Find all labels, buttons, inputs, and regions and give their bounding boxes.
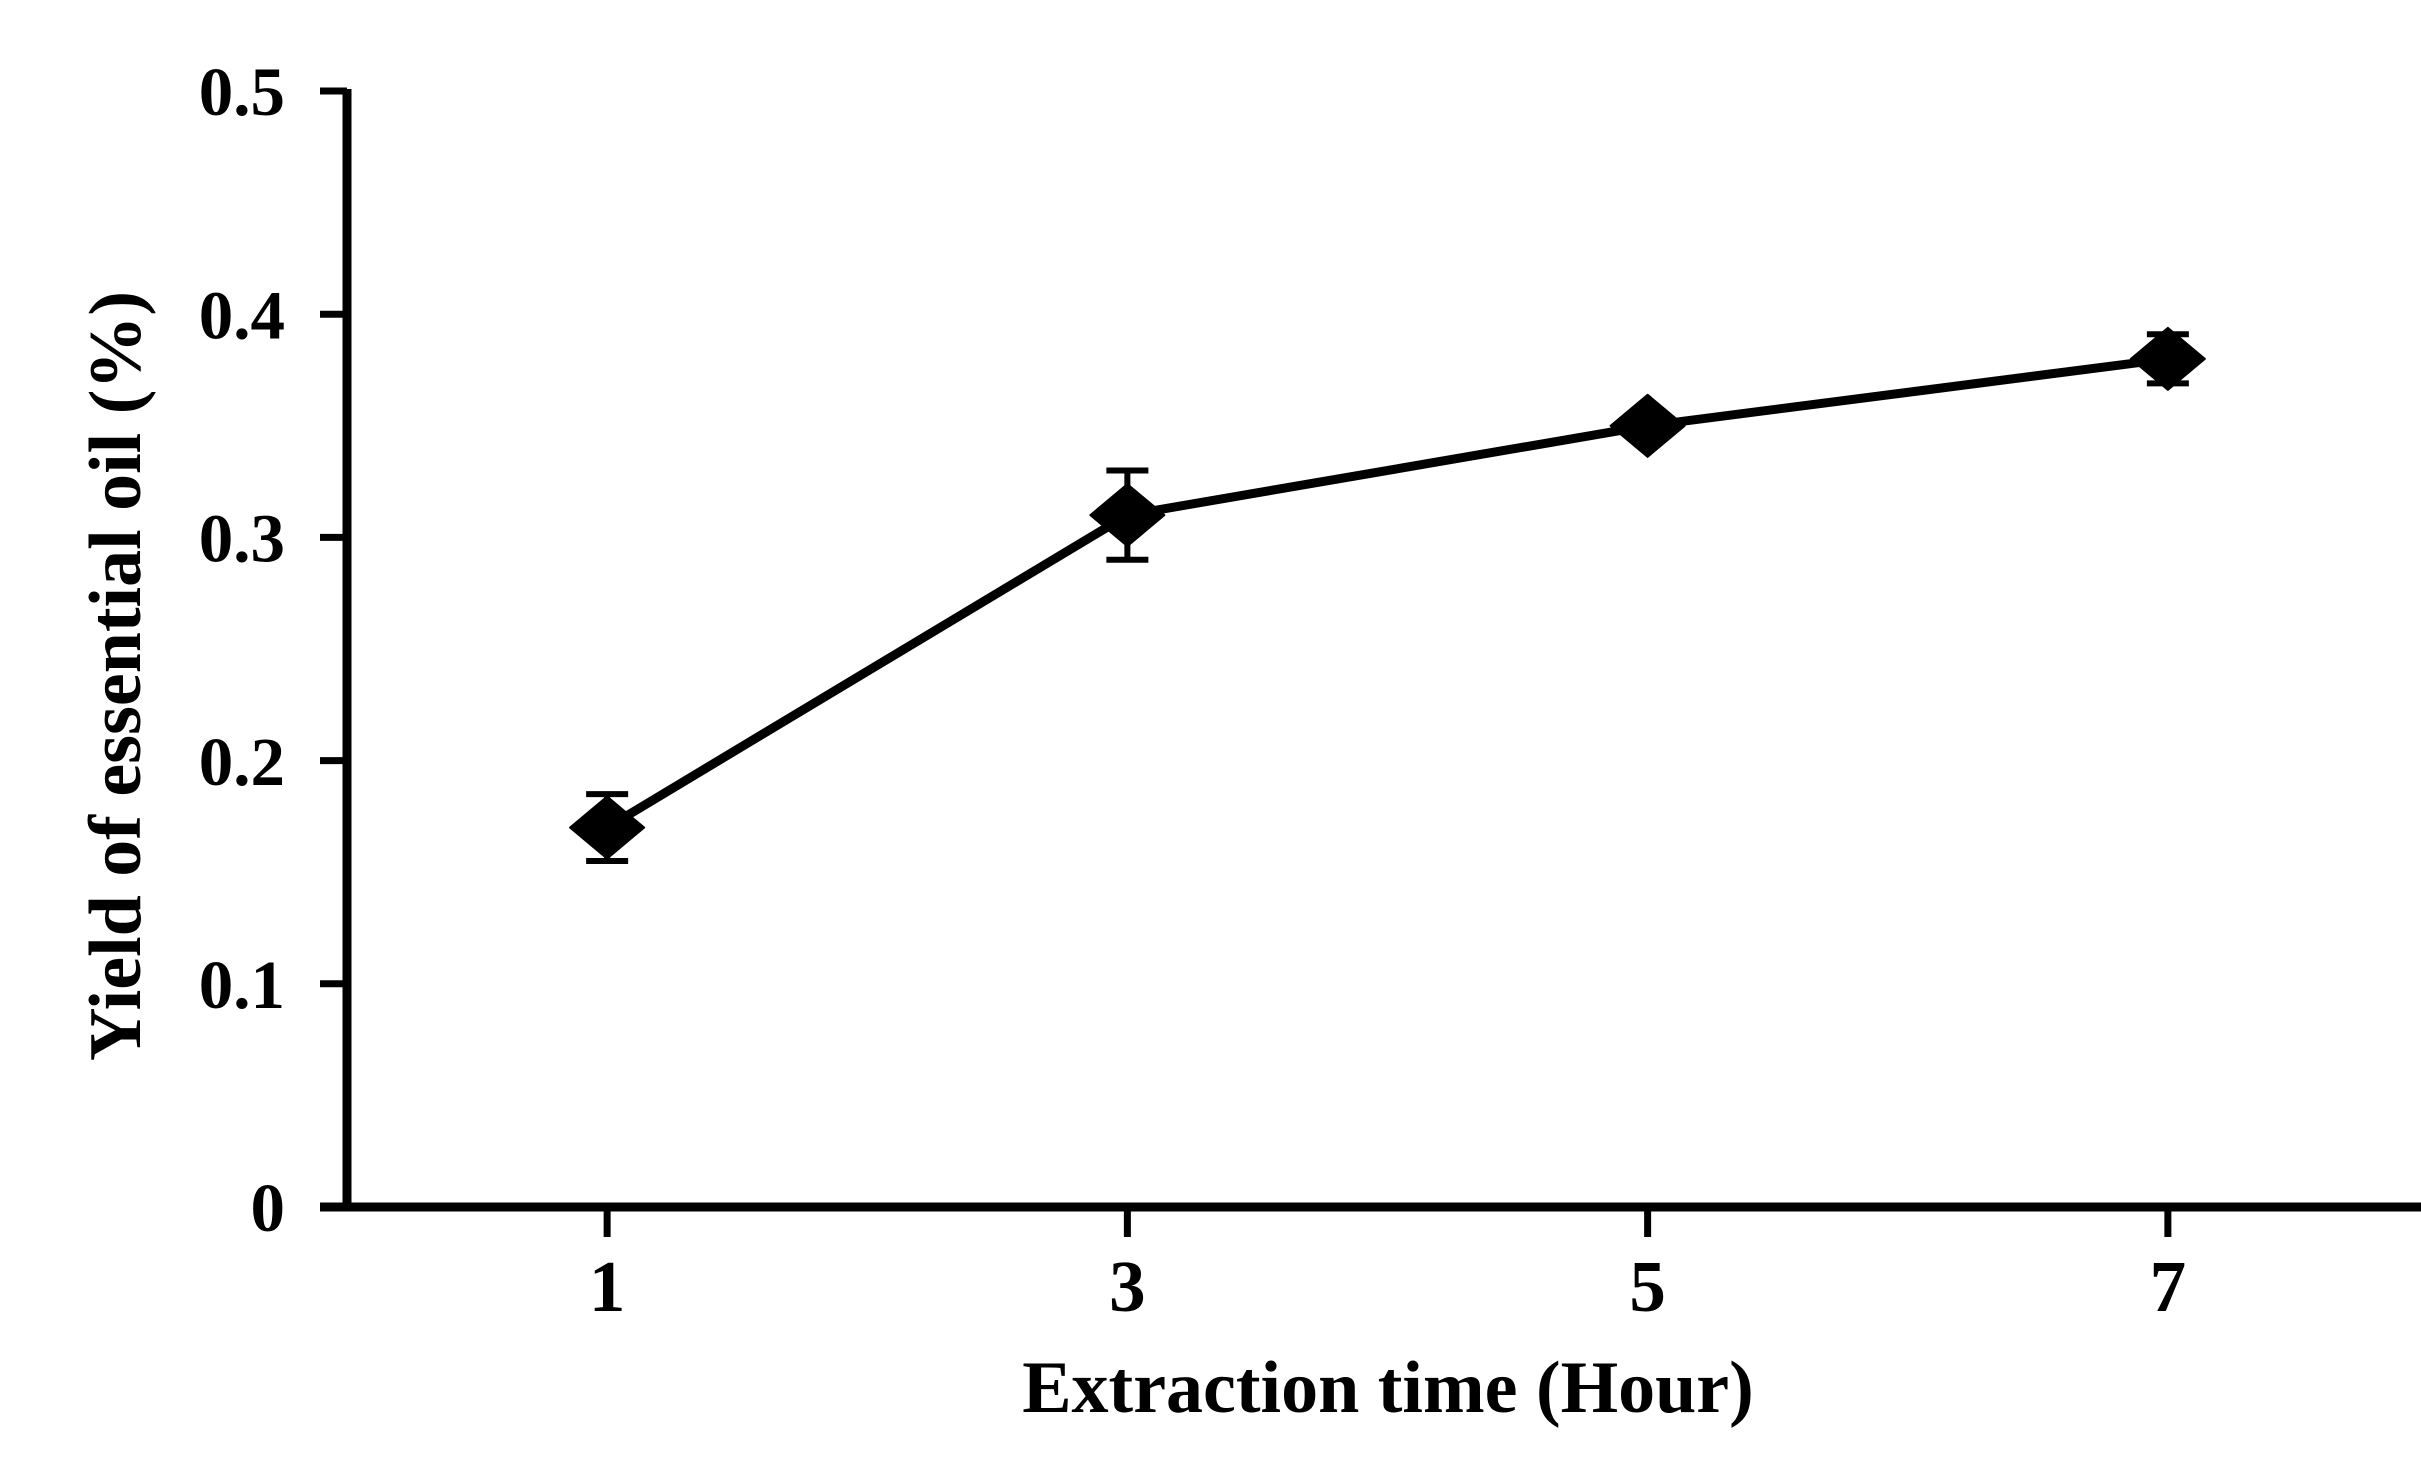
axes-group — [320, 87, 2421, 1237]
chart: 0 0.1 0.2 0.3 0.4 0.5 1 3 5 7 Extraction time (Ho… — [40, 16, 2421, 1443]
markers-group — [569, 326, 2206, 860]
data-point-marker — [569, 795, 646, 860]
y-tick-label: 0.1 — [199, 947, 285, 1023]
data-point-marker — [2129, 326, 2206, 391]
data-point-marker — [1089, 483, 1166, 548]
tick-labels-group: 0 0.1 0.2 0.3 0.4 0.5 1 3 5 7 — [199, 54, 2186, 1327]
y-tick-label: 0 — [251, 1170, 286, 1246]
series-group — [604, 354, 2169, 832]
x-tick-label: 1 — [589, 1246, 626, 1327]
x-tick-label: 3 — [1109, 1246, 1146, 1327]
x-tick-label: 5 — [1629, 1246, 1666, 1327]
y-tick-label: 0.5 — [199, 54, 285, 130]
line-chart: 0 0.1 0.2 0.3 0.4 0.5 1 3 5 7 Extraction time (Ho… — [40, 16, 2421, 1443]
x-tick-label: 7 — [2150, 1246, 2187, 1327]
y-tick-label: 0.4 — [199, 277, 285, 353]
y-tick-label: 0.3 — [199, 501, 285, 577]
x-axis-title: Extraction time (Hour) — [1022, 1347, 1754, 1429]
y-tick-label: 0.2 — [199, 724, 285, 800]
series-line — [604, 354, 2169, 832]
y-axis-title: Yield of essential oil (%) — [75, 291, 157, 1061]
data-point-marker — [1609, 393, 1686, 458]
chart-background — [40, 16, 2421, 1443]
